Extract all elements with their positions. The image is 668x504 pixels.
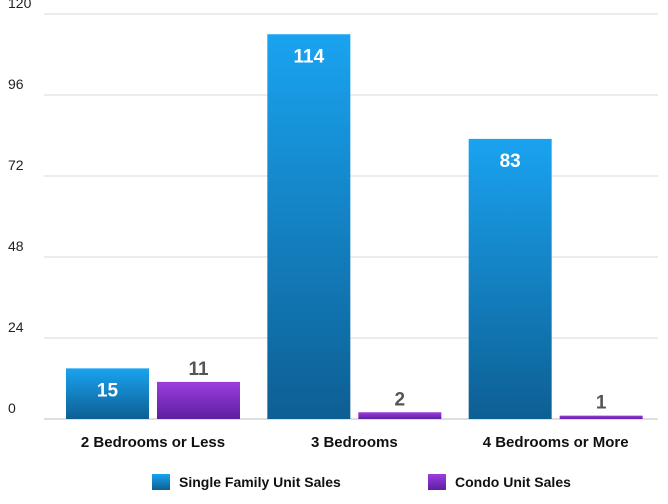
data-label: 2 [395,389,406,410]
data-label: 1 [596,393,607,414]
y-tick-label: 24 [8,319,24,335]
legend-swatch [152,474,170,490]
bar-single-family [66,368,149,419]
y-tick-label: 48 [8,238,24,254]
y-tick-label: 120 [8,0,32,11]
legend-swatch [428,474,446,490]
y-tick-label: 72 [8,157,24,173]
x-tick-label: 2 Bedrooms or Less [81,434,225,451]
data-label: 114 [294,46,325,67]
data-label: 11 [188,359,209,380]
bar-condo [157,381,240,419]
bar-condo [358,412,442,419]
legend-label: Condo Unit Sales [455,474,571,490]
y-tick-label: 0 [8,400,16,416]
data-label: 83 [500,151,521,172]
x-tick-label: 4 Bedrooms or More [483,434,629,451]
bars [66,34,643,419]
bar-single-family [267,34,351,419]
x-tick-label: 3 Bedrooms [311,434,398,451]
y-tick-label: 96 [8,76,24,92]
labels: 15 11 2 Bedrooms or Less 114 2 3 Bedrooms 83 1 4… [81,46,629,451]
bar-condo [559,415,643,419]
legend-label: Single Family Unit Sales [179,474,341,490]
bar-single-family [468,138,552,419]
legend: Single Family Unit Sales Condo Unit Sales [152,474,571,490]
data-label: 15 [97,380,119,401]
